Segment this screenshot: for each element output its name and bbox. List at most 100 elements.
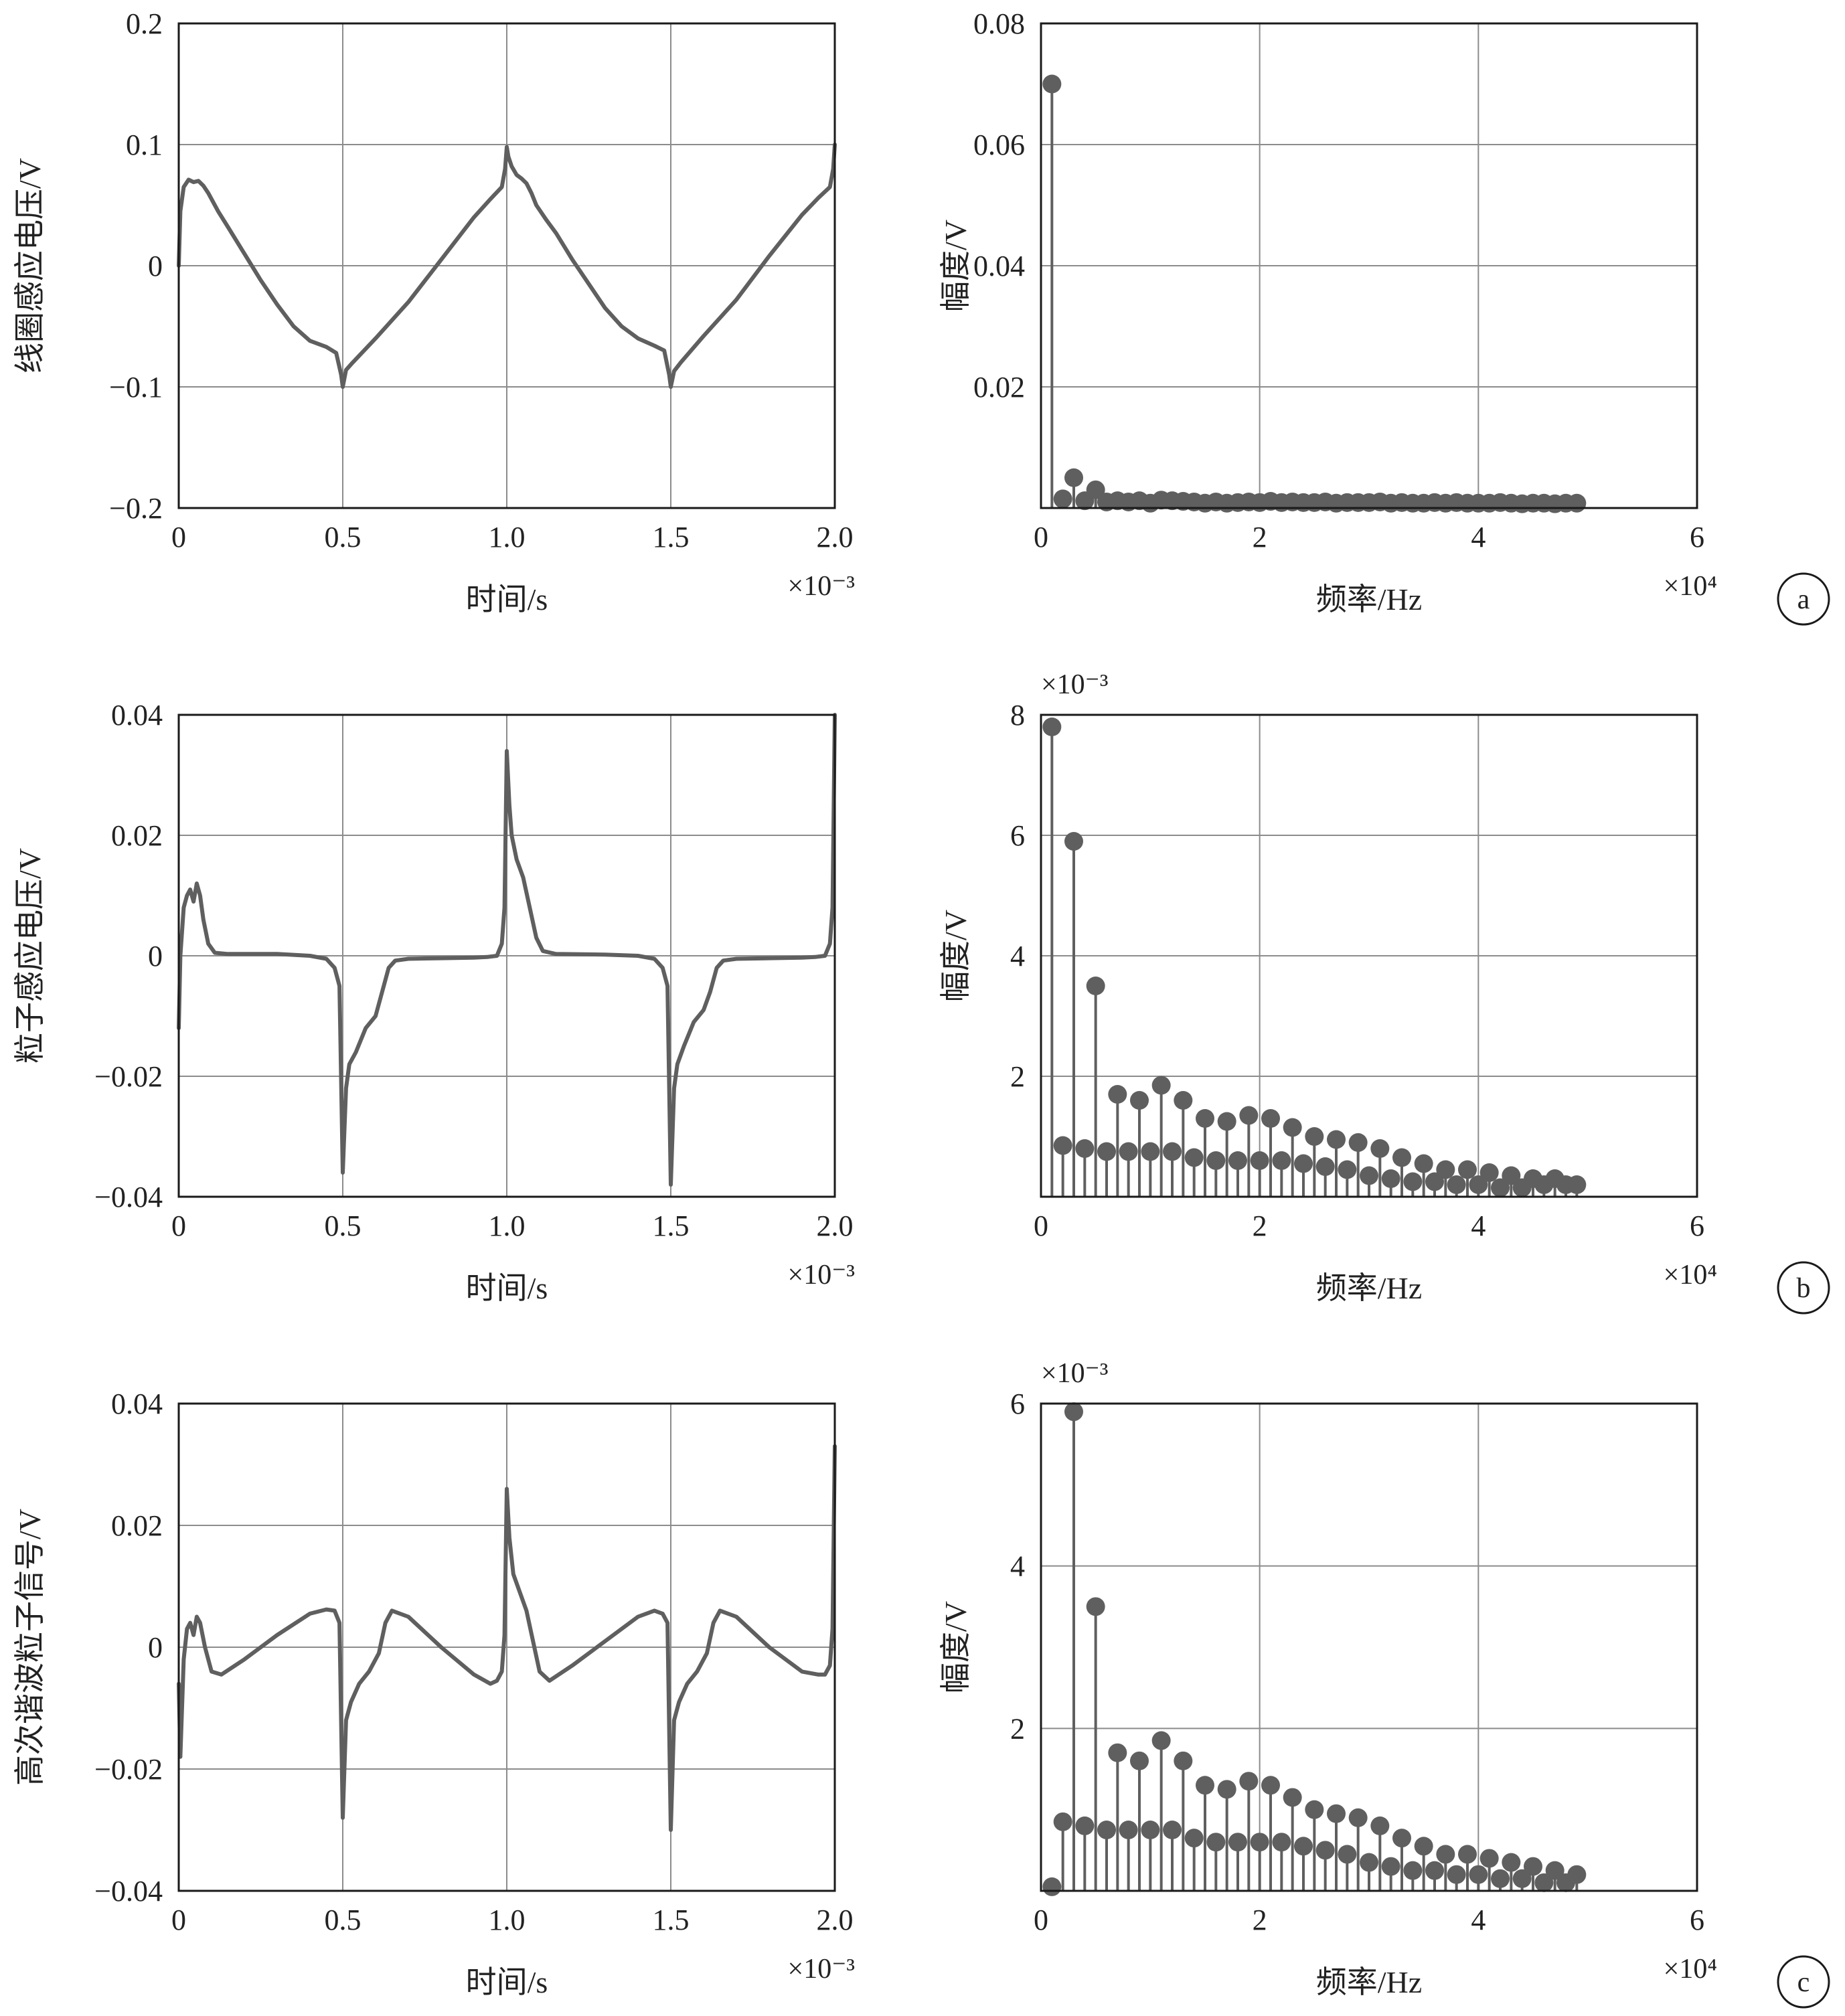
stem-marker bbox=[1228, 1833, 1247, 1852]
x-tick-label: 0 bbox=[1034, 521, 1048, 554]
stem-marker bbox=[1414, 1837, 1433, 1856]
x-tick-label: 1.0 bbox=[489, 1209, 526, 1242]
panel-label-circle bbox=[1777, 1955, 1830, 2009]
stem-marker bbox=[1458, 1160, 1477, 1179]
stem-marker bbox=[1479, 1849, 1499, 1868]
stem-marker bbox=[1348, 1808, 1368, 1827]
x-axis-label: 时间/s bbox=[466, 582, 548, 616]
tick-labels: 0 2 4 6 2 4 6 8 bbox=[1010, 699, 1704, 1242]
x-tick-label: 6 bbox=[1690, 521, 1704, 554]
x-axis-label: 时间/s bbox=[466, 1965, 548, 1999]
chart-a-right: 0 2 4 6 0.02 0.04 0.06 0.08 频率/Hz 幅度/V ×10⁴ a bbox=[939, 7, 1830, 626]
y-tick-label: 0 bbox=[148, 250, 163, 282]
grid bbox=[1041, 23, 1697, 508]
stem-marker bbox=[1272, 1151, 1291, 1170]
stem-marker bbox=[1370, 1139, 1390, 1158]
stem-marker bbox=[1239, 1106, 1259, 1125]
stem-marker bbox=[1228, 1151, 1247, 1170]
stem-marker bbox=[1130, 1091, 1149, 1110]
stem-marker bbox=[1403, 1172, 1423, 1191]
stem-marker bbox=[1206, 1151, 1226, 1170]
stem-marker bbox=[1479, 1163, 1499, 1182]
stem-marker bbox=[1196, 1109, 1214, 1128]
stem-marker bbox=[1151, 1076, 1171, 1095]
stem-marker bbox=[1119, 1142, 1138, 1161]
stem-marker bbox=[1436, 1160, 1455, 1179]
panel-label-text: a bbox=[1797, 584, 1810, 615]
series-line bbox=[177, 713, 837, 1187]
axes-frame bbox=[1040, 22, 1698, 509]
stem-marker bbox=[1184, 1148, 1204, 1167]
grid bbox=[179, 1404, 835, 1891]
stem-marker bbox=[1502, 1853, 1521, 1872]
stem-marker bbox=[1469, 1175, 1488, 1194]
axes-frame bbox=[1040, 1402, 1698, 1892]
stem-marker bbox=[1053, 1812, 1072, 1831]
stem-marker bbox=[1381, 1169, 1400, 1188]
x-tick-label: 0 bbox=[171, 1904, 186, 1936]
y-axis-label: 幅度/V bbox=[939, 910, 973, 1002]
stem-marker bbox=[1108, 1743, 1127, 1762]
chart-c-right: 0 2 4 6 2 4 6 频率/Hz 幅度/V ×10⁴ ×10⁻³ c bbox=[939, 1358, 1830, 2009]
x-axis-multiplier: ×10⁴ bbox=[1664, 1260, 1717, 1290]
stem-marker bbox=[1315, 1841, 1335, 1860]
x-tick-label: 4 bbox=[1471, 1209, 1486, 1242]
stem-marker bbox=[1184, 1829, 1204, 1848]
x-axis-multiplier: ×10⁻³ bbox=[788, 571, 855, 602]
stem-marker bbox=[1086, 1597, 1105, 1616]
y-tick-label: 0.02 bbox=[111, 819, 163, 852]
stem-marker bbox=[1053, 1136, 1072, 1155]
panel-label: a bbox=[1777, 572, 1830, 626]
stem-marker bbox=[1294, 1154, 1313, 1173]
stem-marker bbox=[1250, 1833, 1269, 1852]
plot-area bbox=[177, 1444, 837, 1832]
x-tick-label: 1.0 bbox=[489, 521, 526, 554]
stem-marker bbox=[1064, 832, 1083, 851]
stem-marker bbox=[1338, 1160, 1357, 1179]
tick-labels: 0 0.5 1.0 1.5 2.0 −0.04 −0.02 0 0.02 0.04 bbox=[94, 1388, 853, 1936]
stem-marker bbox=[1338, 1845, 1357, 1864]
y-tick-label: −0.2 bbox=[109, 492, 163, 525]
series-line bbox=[177, 1444, 837, 1832]
x-tick-label: 2.0 bbox=[817, 521, 854, 554]
stem-marker bbox=[1403, 1861, 1423, 1880]
stem-marker bbox=[1447, 1865, 1466, 1884]
stem-marker bbox=[1261, 1109, 1280, 1128]
stem-marker bbox=[1392, 1829, 1411, 1848]
series-line bbox=[177, 143, 837, 389]
stem-marker bbox=[1567, 493, 1587, 513]
stem-marker bbox=[1447, 1175, 1466, 1194]
y-axis-label: 粒子感应电压/V bbox=[13, 848, 47, 1064]
x-tick-label: 2 bbox=[1253, 1904, 1267, 1936]
stem-marker bbox=[1217, 1780, 1236, 1799]
grid bbox=[1041, 1404, 1697, 1891]
stem-marker bbox=[1261, 1776, 1280, 1795]
x-tick-label: 2 bbox=[1253, 1209, 1267, 1242]
stem-marker bbox=[1436, 1845, 1455, 1864]
y-tick-label: 0.06 bbox=[973, 129, 1025, 161]
x-axis-multiplier: ×10⁴ bbox=[1664, 1954, 1717, 1985]
axes-frame bbox=[177, 22, 836, 509]
stem-marker bbox=[1534, 1873, 1554, 1892]
grid bbox=[179, 23, 835, 508]
panel-label-text: b bbox=[1797, 1273, 1811, 1304]
stem-marker bbox=[1567, 1175, 1587, 1194]
x-tick-label: 1.5 bbox=[653, 1904, 690, 1936]
panel-label: b bbox=[1777, 1261, 1830, 1315]
y-tick-label: 0 bbox=[148, 1631, 163, 1664]
stem-marker bbox=[1086, 480, 1105, 499]
y-tick-label: −0.02 bbox=[94, 1753, 163, 1786]
y-axis-label: 线圈感应电压/V bbox=[13, 158, 47, 373]
x-tick-label: 0 bbox=[1034, 1904, 1048, 1936]
x-tick-label: 6 bbox=[1690, 1904, 1704, 1936]
tick-labels: 0 0.5 1.0 1.5 2.0 −0.04 −0.02 0 0.02 0.04 bbox=[94, 699, 853, 1242]
stem-marker bbox=[1108, 1085, 1127, 1104]
stem-marker bbox=[1315, 1157, 1335, 1176]
y-tick-label: 2 bbox=[1010, 1712, 1025, 1745]
stem-marker bbox=[1097, 1821, 1116, 1839]
stem-marker bbox=[1283, 1118, 1302, 1137]
y-tick-label: 0.1 bbox=[126, 129, 163, 161]
stem-marker bbox=[1283, 1788, 1302, 1807]
chart-b-right: 0 2 4 6 2 4 6 8 频率/Hz 幅度/V ×10⁴ ×10⁻³ b bbox=[939, 669, 1830, 1315]
y-tick-label: −0.02 bbox=[94, 1060, 163, 1093]
